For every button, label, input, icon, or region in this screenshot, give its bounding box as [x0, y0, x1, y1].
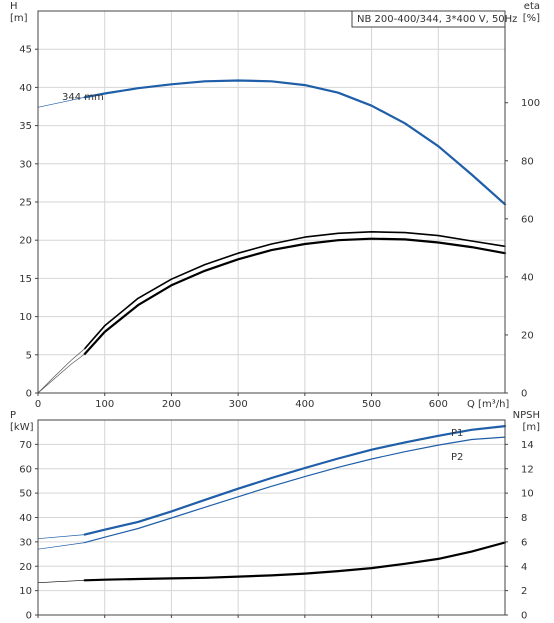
- y2-tick-label: 2: [521, 586, 527, 597]
- y-tick-label: 60: [19, 464, 32, 475]
- axis-title-line: H: [10, 1, 18, 12]
- extension-curve: [37, 348, 86, 394]
- x-tick-label: 200: [162, 399, 181, 410]
- eta-curve: [83, 231, 506, 350]
- extension-curve: [37, 96, 86, 108]
- extension-curve: [37, 353, 86, 394]
- y2-tick-label: 20: [521, 330, 534, 341]
- extension-curve: [37, 542, 86, 550]
- y2-tick-label: 40: [521, 272, 534, 283]
- y2-tick-label: 8: [521, 513, 527, 524]
- bottom-left-axis-title: P [kW]: [10, 410, 34, 433]
- y-tick-label: 15: [19, 274, 32, 285]
- top-chart-panel: 0 100 200 300 400 500 600 0 5 10 15 20 25 30 35 40 45 0 20…: [10, 1, 540, 410]
- p1-series-label: P1: [451, 428, 463, 439]
- y-tick-label: 10: [19, 586, 32, 597]
- chart-title: NB 200-400/344, 3*400 V, 50Hz: [357, 14, 517, 25]
- p1-curve: [83, 425, 507, 536]
- extension-curve: [37, 579, 86, 584]
- y-tick-label: 20: [19, 236, 32, 247]
- h-curve: [83, 79, 507, 206]
- y-tick-label: 30: [19, 159, 32, 170]
- y2-tick-label: 12: [521, 464, 534, 475]
- axis-title-line: [%]: [523, 13, 540, 24]
- axis-title-line: P: [10, 410, 16, 421]
- y-tick-label: 70: [19, 440, 32, 451]
- npsh-curve: [83, 541, 507, 582]
- y-tick-label: 50: [19, 489, 32, 500]
- y-tick-label: 20: [19, 562, 32, 573]
- x-tick-label: 500: [362, 399, 381, 410]
- y-tick-label: 35: [19, 121, 32, 132]
- y-tick-label: 40: [19, 83, 32, 94]
- y-tick-label: 0: [26, 389, 32, 400]
- y2-tick-label: 0: [521, 611, 527, 622]
- p2-series-label: P2: [451, 452, 463, 463]
- x-tick-label: 400: [295, 399, 314, 410]
- y2-tick-label: 80: [521, 156, 534, 167]
- y2-tick-label: 60: [521, 214, 534, 225]
- axis-title-line: [kW]: [10, 422, 34, 433]
- y2-tick-label: 0: [521, 389, 527, 400]
- top-x-axis-title: Q [m³/h]: [467, 399, 509, 410]
- extension-curve: [83, 237, 507, 356]
- y-tick-label: 40: [19, 513, 32, 524]
- x-tick-label: 100: [95, 399, 114, 410]
- bottom-chart-panel: 0 10 20 30 40 50 60 70 0 2 4 6 8 10 12 14 P [kW] NPSH [m]…: [10, 410, 540, 622]
- extension-curve: [37, 534, 86, 540]
- chart-title-box: [351, 10, 506, 28]
- x-tick-label: 0: [35, 399, 41, 410]
- p2-curve: [84, 436, 506, 544]
- axis-title-line: [m]: [10, 13, 28, 24]
- axis-title-line: NPSH: [513, 410, 540, 421]
- y2-tick-label: 14: [521, 440, 534, 451]
- y2-tick-label: 6: [521, 537, 527, 548]
- x-tick-label: 600: [429, 399, 448, 410]
- y2-tick-label: 100: [521, 98, 540, 109]
- impeller-diameter-label: 344 mm: [62, 92, 104, 103]
- y-tick-label: 30: [19, 537, 32, 548]
- bottom-right-axis-title: NPSH [m]: [513, 410, 540, 433]
- y-tick-label: 0: [26, 611, 32, 622]
- top-left-axis-title: H [m]: [10, 1, 28, 24]
- y-tick-label: 10: [19, 312, 32, 323]
- y-tick-label: 45: [19, 45, 32, 56]
- axis-title-line: eta: [524, 1, 540, 12]
- x-tick-label: 300: [229, 399, 248, 410]
- y2-tick-label: 4: [521, 562, 527, 573]
- axis-title-line: [m]: [522, 422, 540, 433]
- y-tick-label: 5: [26, 350, 32, 361]
- top-right-axis-title: eta [%]: [523, 1, 540, 24]
- y-tick-label: 25: [19, 198, 32, 209]
- y2-tick-label: 10: [521, 489, 534, 500]
